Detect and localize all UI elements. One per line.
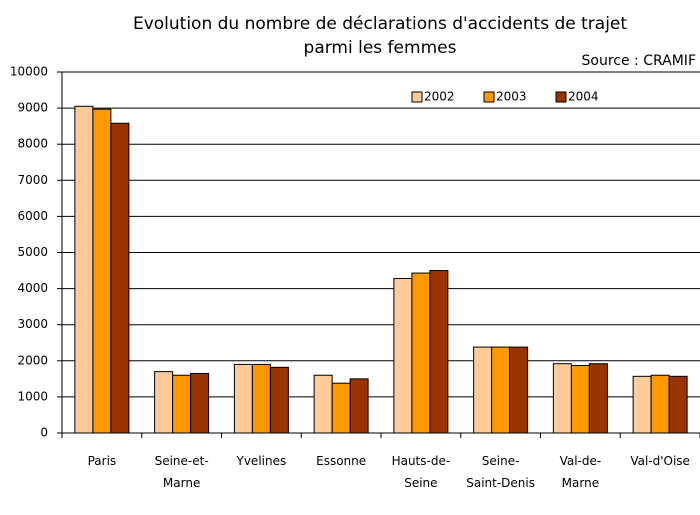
bar — [331, 382, 351, 434]
y-tick-label: 6000 — [17, 209, 48, 223]
bar — [74, 105, 94, 434]
x-tick-label: Seine- Saint-Denis — [466, 454, 535, 490]
bar — [313, 374, 333, 434]
x-tick-label: Paris — [87, 454, 117, 468]
bar — [552, 363, 572, 434]
y-tick-label: 5000 — [17, 245, 48, 259]
y-tick-label: 9000 — [17, 101, 48, 115]
y-tick-label: 10000 — [10, 65, 48, 79]
chart-title: Evolution du nombre de déclarations d'ac… — [132, 14, 628, 58]
bar — [393, 277, 413, 434]
bar — [92, 108, 112, 434]
bar — [509, 346, 529, 434]
source: Source : CRAMIF — [581, 53, 696, 69]
y-tick-label: 1000 — [17, 389, 48, 403]
x-tick-label: Hauts-de- Seine — [391, 454, 451, 490]
bar — [233, 363, 253, 434]
y-tick-label: 3000 — [17, 317, 48, 331]
legend-swatch — [411, 91, 423, 103]
bar — [650, 374, 670, 434]
bar — [411, 272, 431, 434]
bar — [269, 366, 289, 434]
legend-swatch — [483, 91, 495, 103]
bar — [632, 375, 652, 434]
legend-label: 2003 — [496, 90, 527, 104]
x-tick-label: Val-d'Oise — [630, 454, 690, 468]
bar — [491, 346, 511, 434]
bar — [588, 363, 608, 434]
x-tick-label: Seine-et- Marne — [154, 454, 209, 490]
legend-label: 2004 — [568, 90, 599, 104]
bar — [429, 270, 449, 434]
bar — [570, 364, 590, 434]
x-tick-label: Essonne — [316, 454, 367, 468]
bar — [668, 375, 688, 434]
bar — [473, 346, 493, 434]
bar — [349, 378, 369, 434]
y-tick-label: 0 — [40, 426, 48, 440]
bar — [251, 363, 271, 434]
x-tick-label: Yvelines — [236, 454, 287, 468]
legend-swatch — [555, 91, 567, 103]
y-tick-label: 4000 — [17, 281, 48, 295]
y-tick-label: 7000 — [17, 173, 48, 187]
x-tick-label: Val-de- Marne — [559, 454, 602, 490]
bar — [172, 374, 192, 434]
legend-label: 2002 — [424, 90, 455, 104]
bar — [154, 371, 174, 434]
y-tick-label: 2000 — [17, 353, 48, 367]
y-tick-label: 8000 — [17, 137, 48, 151]
bar — [190, 372, 210, 434]
bar — [110, 122, 130, 434]
